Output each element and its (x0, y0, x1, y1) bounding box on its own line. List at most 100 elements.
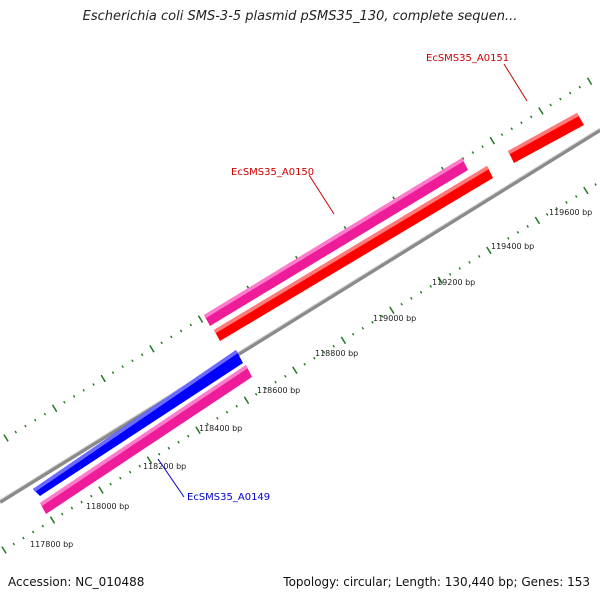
tick-mark (549, 103, 552, 107)
scale-label: 118200 bp (143, 462, 186, 471)
scale-label: 118400 bp (199, 424, 242, 433)
tick-mark (24, 424, 27, 428)
tick-mark (216, 416, 219, 420)
gene-label-EcSMS35_A0150[interactable]: EcSMS35_A0150 (231, 167, 335, 215)
tick-mark (322, 350, 326, 354)
tick-mark (121, 365, 124, 369)
gene-feature-EcSMS35_A0150[interactable] (204, 158, 468, 326)
tick-mark (1, 546, 7, 554)
tick-mark (243, 396, 250, 404)
tick-mark (128, 470, 132, 474)
tick-mark (419, 290, 423, 294)
tick-mark (437, 276, 444, 285)
scale-label: 119400 bp (491, 242, 534, 251)
tick-mark (90, 494, 93, 498)
tick-mark (477, 255, 481, 258)
tick-mark (197, 315, 204, 323)
tick-mark (500, 133, 504, 137)
tick-mark (400, 302, 403, 306)
gene-feature-EcSMS35_A0151[interactable] (508, 113, 584, 163)
tick-mark (520, 121, 523, 125)
tick-mark (111, 371, 115, 374)
tick-mark (14, 430, 17, 434)
genome-backbone-highlight (0, 127, 600, 501)
tick-mark (119, 476, 122, 480)
tick-mark (586, 77, 593, 85)
tick-mark (497, 243, 500, 246)
gene-feature-blue[interactable] (33, 350, 243, 496)
tick-mark (195, 426, 201, 434)
tick-mark (179, 329, 183, 333)
tick-mark (41, 524, 45, 528)
tick-mark (534, 216, 541, 225)
scale-label: 119200 bp (432, 278, 475, 287)
tick-mark (481, 145, 484, 148)
tick-mark (516, 231, 520, 234)
tick-mark (429, 284, 432, 288)
tick-mark (545, 213, 549, 216)
gene-feature-EcSMS35_A0149[interactable] (40, 365, 252, 514)
tick-mark (468, 261, 471, 264)
scale-label: 118000 bp (86, 502, 129, 511)
scale-label: 118800 bp (315, 349, 358, 358)
scale-label: 117800 bp (30, 540, 73, 549)
tick-mark (507, 237, 510, 240)
tick-mark (284, 374, 287, 378)
tick-mark (51, 404, 58, 413)
tick-mark (189, 323, 193, 327)
tick-mark (138, 464, 141, 468)
tick-mark (22, 536, 25, 540)
tick-mark (274, 380, 277, 384)
gene-label-EcSMS35_A0149[interactable]: EcSMS35_A0149 (157, 458, 270, 503)
tick-mark (187, 434, 190, 438)
tick-mark (448, 272, 452, 276)
tick-mark (389, 306, 395, 315)
tick-mark (80, 500, 83, 504)
tick-mark (458, 267, 462, 270)
tick-mark (461, 157, 465, 160)
tick-mark (170, 335, 173, 339)
tick-mark (167, 446, 171, 450)
gene-label-text[interactable]: EcSMS35_A0151 (426, 53, 509, 64)
genome-backbone (0, 128, 600, 504)
gene-feature-red[interactable] (214, 166, 493, 341)
tick-mark (313, 356, 316, 360)
gene-label-EcSMS35_A0151[interactable]: EcSMS35_A0151 (426, 53, 528, 102)
tick-mark (160, 341, 163, 345)
tick-mark (486, 246, 492, 255)
tick-mark (254, 392, 258, 396)
tick-mark (109, 482, 112, 486)
tick-mark (206, 422, 209, 426)
tick-mark (578, 85, 582, 89)
tick-mark (70, 506, 74, 510)
accession-text: Accession: NC_010488 (8, 575, 145, 589)
tick-mark (583, 186, 589, 195)
tick-mark (72, 394, 76, 398)
tick-mark (100, 374, 106, 383)
tick-mark (292, 366, 298, 374)
genome-stats-text: Topology: circular; Length: 130,440 bp; … (283, 575, 590, 589)
tick-mark (43, 412, 47, 416)
tick-mark (529, 115, 533, 119)
tick-mark (489, 136, 496, 145)
tick-mark (33, 418, 37, 422)
tick-mark (568, 91, 572, 95)
tick-mark (526, 225, 529, 228)
gene-label-text[interactable]: EcSMS35_A0150 (231, 167, 314, 178)
tick-mark (131, 359, 134, 363)
tick-mark (63, 400, 66, 404)
tick-mark (565, 201, 568, 204)
scale-labels: 117800 bp 118000 bp 118200 bp 118400 bp … (30, 208, 592, 549)
tick-mark (3, 434, 9, 442)
scale-label: 118600 bp (257, 386, 300, 395)
tick-mark (31, 530, 35, 534)
tick-mark (140, 353, 144, 357)
tick-mark (410, 296, 413, 300)
tick-mark (82, 389, 86, 392)
gene-label-text[interactable]: EcSMS35_A0149 (187, 492, 270, 503)
tick-mark (49, 516, 56, 524)
tick-mark (559, 97, 562, 101)
tick-mark (332, 344, 335, 348)
tick-mark (574, 195, 578, 198)
